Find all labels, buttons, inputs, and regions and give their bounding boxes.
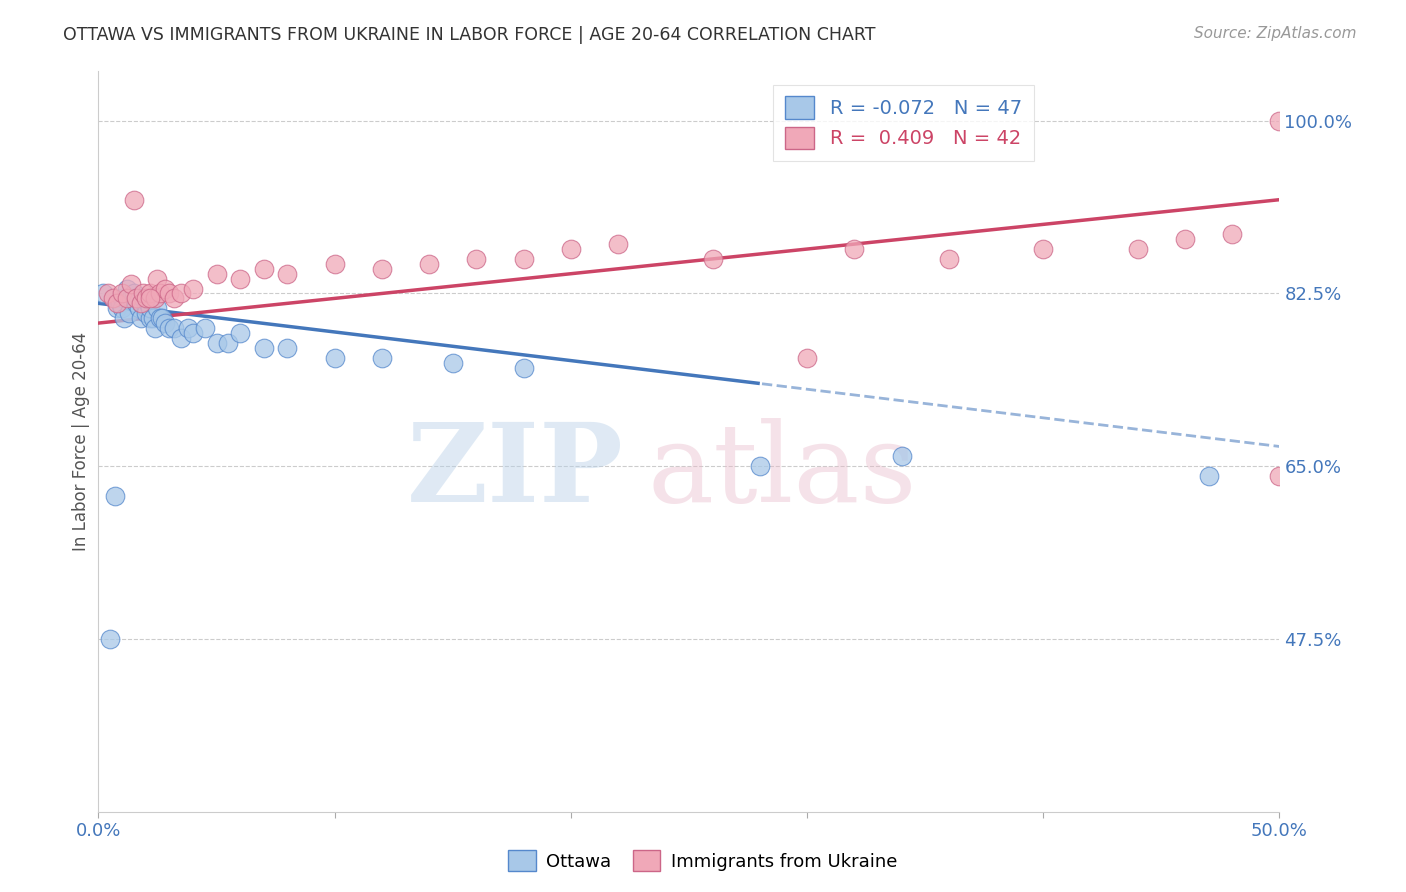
Point — [181, 281, 204, 295]
Point — [129, 296, 152, 310]
Point — [512, 360, 534, 375]
Point — [108, 296, 131, 310]
Point — [371, 351, 394, 365]
Point — [111, 286, 134, 301]
Point — [121, 277, 143, 291]
Point — [163, 292, 186, 306]
Point — [938, 252, 960, 266]
Point — [194, 321, 217, 335]
Point — [1126, 242, 1149, 256]
Point — [163, 321, 186, 335]
Point — [205, 267, 228, 281]
Point — [98, 632, 121, 646]
Point — [418, 257, 440, 271]
Point — [136, 296, 159, 310]
Point — [157, 286, 180, 301]
Point — [702, 252, 724, 266]
Point — [112, 311, 135, 326]
Point — [125, 296, 148, 310]
Point — [115, 281, 138, 295]
Point — [748, 459, 770, 474]
Point — [177, 321, 200, 335]
Text: OTTAWA VS IMMIGRANTS FROM UKRAINE IN LABOR FORCE | AGE 20-64 CORRELATION CHART: OTTAWA VS IMMIGRANTS FROM UKRAINE IN LAB… — [63, 26, 876, 44]
Point — [157, 321, 180, 335]
Point — [91, 286, 114, 301]
Point — [890, 450, 912, 464]
Point — [170, 286, 193, 301]
Point — [139, 311, 162, 326]
Point — [253, 341, 276, 355]
Point — [229, 271, 252, 285]
Point — [465, 252, 488, 266]
Point — [150, 311, 173, 326]
Point — [1198, 469, 1220, 483]
Point — [105, 296, 128, 310]
Point — [276, 341, 298, 355]
Point — [323, 351, 346, 365]
Point — [276, 267, 298, 281]
Point — [135, 301, 157, 316]
Point — [1268, 113, 1291, 128]
Point — [139, 286, 162, 301]
Point — [132, 292, 155, 306]
Point — [122, 286, 145, 301]
Point — [153, 316, 176, 330]
Point — [253, 261, 276, 276]
Text: atlas: atlas — [648, 417, 917, 524]
Point — [323, 257, 346, 271]
Point — [104, 489, 127, 503]
Point — [132, 286, 155, 301]
Point — [121, 292, 143, 306]
Point — [139, 292, 162, 306]
Point — [560, 242, 582, 256]
Point — [111, 301, 134, 316]
Point — [153, 281, 176, 295]
Point — [97, 286, 120, 301]
Point — [1268, 469, 1291, 483]
Point — [1174, 232, 1197, 246]
Point — [135, 292, 157, 306]
Point — [146, 271, 169, 285]
Point — [125, 292, 148, 306]
Point — [229, 326, 252, 340]
Point — [101, 292, 124, 306]
Point — [125, 292, 148, 306]
Point — [149, 286, 172, 301]
Point — [122, 193, 145, 207]
Point — [1032, 242, 1054, 256]
Legend: R = -0.072   N = 47, R =  0.409   N = 42: R = -0.072 N = 47, R = 0.409 N = 42 — [773, 85, 1033, 161]
Point — [143, 292, 166, 306]
Y-axis label: In Labor Force | Age 20-64: In Labor Force | Age 20-64 — [72, 332, 90, 551]
Point — [1220, 227, 1243, 242]
Point — [129, 296, 152, 310]
Point — [115, 292, 138, 306]
Point — [844, 242, 866, 256]
Point — [607, 237, 630, 252]
Point — [217, 335, 239, 350]
Text: ZIP: ZIP — [408, 417, 624, 524]
Point — [441, 355, 464, 369]
Legend: Ottawa, Immigrants from Ukraine: Ottawa, Immigrants from Ukraine — [502, 843, 904, 879]
Point — [118, 306, 141, 320]
Point — [149, 311, 172, 326]
Text: Source: ZipAtlas.com: Source: ZipAtlas.com — [1194, 26, 1357, 41]
Point — [142, 311, 165, 326]
Point — [105, 301, 128, 316]
Point — [146, 301, 169, 316]
Point — [143, 321, 166, 335]
Point — [129, 311, 152, 326]
Point — [139, 301, 162, 316]
Point — [205, 335, 228, 350]
Point — [135, 306, 157, 320]
Point — [181, 326, 204, 340]
Point — [512, 252, 534, 266]
Point — [796, 351, 818, 365]
Point — [128, 301, 150, 316]
Point — [371, 261, 394, 276]
Point — [170, 331, 193, 345]
Point — [111, 292, 134, 306]
